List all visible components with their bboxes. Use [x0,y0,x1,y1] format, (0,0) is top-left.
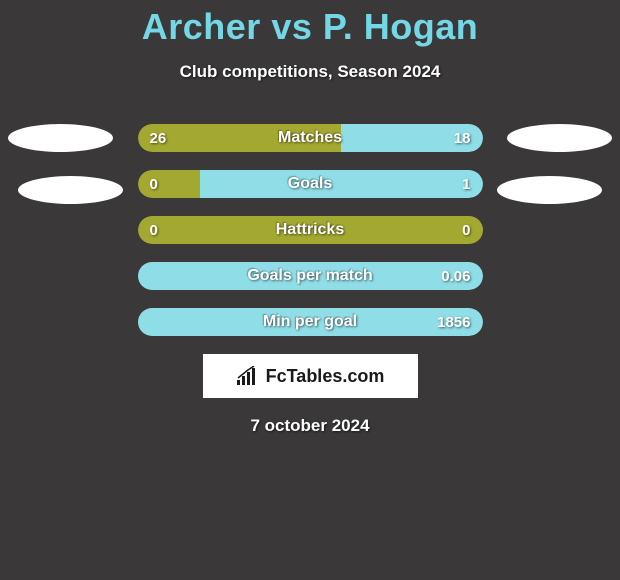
stat-row: 0Goals1 [138,170,483,198]
stat-value-left: 26 [150,124,167,152]
chart-icon [236,366,260,386]
stat-value-right: 18 [454,124,471,152]
avatar-placeholder-right-top [507,124,612,152]
date-text: 7 october 2024 [0,416,620,436]
page-title: Archer vs P. Hogan [0,0,620,48]
page-subtitle: Club competitions, Season 2024 [0,62,620,82]
stat-value-left: 0 [150,170,158,198]
avatar-placeholder-left-bottom [18,176,123,204]
stats-container: 26Matches180Goals10Hattricks0Goals per m… [0,124,620,336]
stat-value-right: 1 [462,170,470,198]
stat-label: Min per goal [138,308,483,336]
stat-row: Min per goal1856 [138,308,483,336]
stat-row: 0Hattricks0 [138,216,483,244]
stat-label: Matches [138,124,483,152]
avatar-placeholder-right-bottom [497,176,602,204]
stat-label: Goals per match [138,262,483,290]
avatar-placeholder-left-top [8,124,113,152]
logo-text: FcTables.com [266,366,385,387]
stat-value-right: 0.06 [441,262,470,290]
source-logo: FcTables.com [203,354,418,398]
stat-value-left: 0 [150,216,158,244]
stat-label: Goals [138,170,483,198]
stat-row: Goals per match0.06 [138,262,483,290]
stat-label: Hattricks [138,216,483,244]
stat-value-right: 1856 [437,308,470,336]
stat-row: 26Matches18 [138,124,483,152]
stat-value-right: 0 [462,216,470,244]
